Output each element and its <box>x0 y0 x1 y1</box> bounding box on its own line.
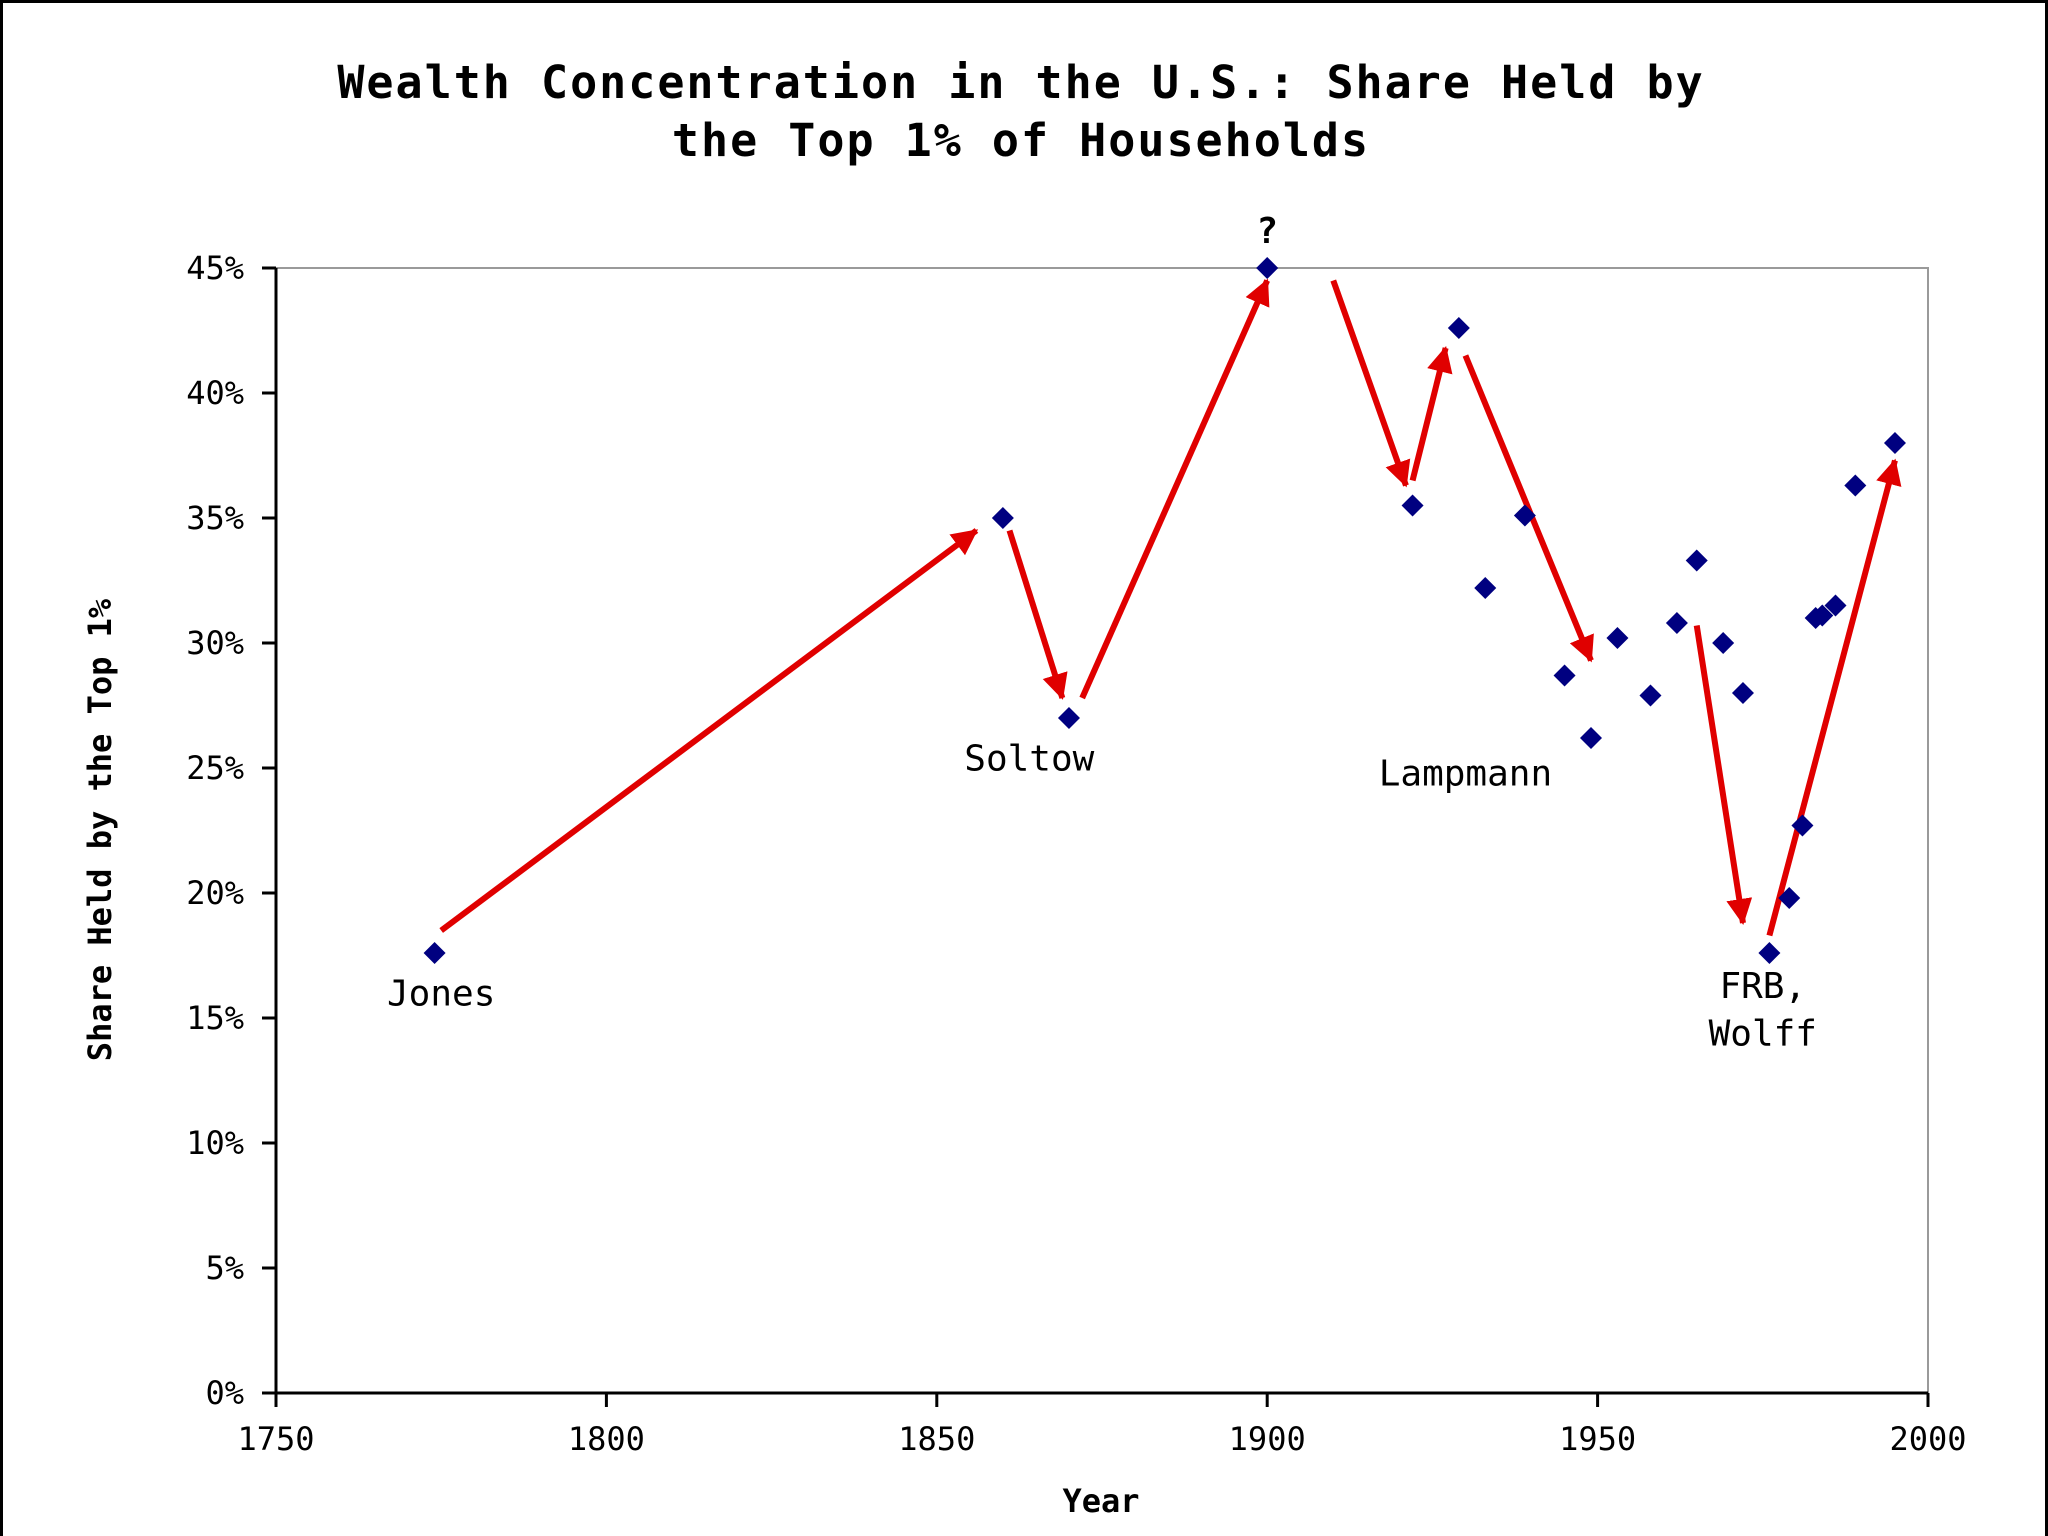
data-point <box>1057 707 1080 729</box>
annotations: Jones Soltow? Lampmann FRB, Wolff <box>387 211 1817 1055</box>
y-axis-ticks: 0% 5% 10% 15% 20% 25% 30% 35% 40% 45% <box>186 249 276 1412</box>
trend-arrow <box>1766 458 1902 937</box>
x-tick-label: 1800 <box>568 1420 645 1458</box>
x-tick-label: 1850 <box>898 1420 975 1458</box>
chart-title-line-2: the Top 1% of Households <box>672 114 1370 167</box>
data-points <box>423 257 1906 964</box>
data-point <box>1665 612 1688 634</box>
trend-arrow <box>1409 346 1453 482</box>
trend-arrow <box>1693 625 1753 925</box>
annotation-question-mark: ? <box>1256 211 1278 252</box>
x-axis-title: Year <box>1062 1482 1139 1520</box>
trend-arrow <box>1079 278 1270 700</box>
x-tick-label: 1750 <box>237 1420 314 1458</box>
data-point <box>1474 577 1497 599</box>
data-point <box>1553 664 1576 687</box>
data-point <box>1606 627 1629 649</box>
trend-arrow <box>1006 529 1068 700</box>
annotation-label: FRB, <box>1719 966 1806 1007</box>
y-tick-label: 35% <box>186 499 244 537</box>
chart-title-line-1: Wealth Concentration in the U.S.: Share … <box>337 56 1704 109</box>
x-axis-ticks: 1750 1800 1850 1900 1950 2000 <box>237 1393 1967 1458</box>
annotation-label: Wolff <box>1709 1014 1817 1055</box>
data-point <box>1844 474 1867 497</box>
plot-area <box>275 267 1929 1394</box>
y-tick-label: 20% <box>186 874 244 912</box>
annotation-label: Jones <box>387 974 495 1015</box>
y-tick-label: 15% <box>186 999 244 1037</box>
data-point <box>1712 632 1735 654</box>
y-tick-label: 45% <box>186 249 244 287</box>
annotation-label: Lampmann <box>1379 754 1552 795</box>
data-point <box>1811 604 1834 627</box>
data-point <box>1401 494 1424 517</box>
x-tick-label: 2000 <box>1889 1420 1966 1458</box>
data-point <box>1447 317 1470 339</box>
y-tick-label: 40% <box>186 374 244 412</box>
data-point <box>1883 432 1906 454</box>
y-tick-label: 30% <box>186 624 244 662</box>
data-point <box>1685 549 1708 572</box>
data-point <box>1758 942 1781 964</box>
data-point <box>1731 682 1754 704</box>
trend-arrow <box>1330 279 1411 488</box>
data-point <box>1579 727 1602 749</box>
x-tick-label: 1900 <box>1229 1420 1306 1458</box>
annotation-label: Soltow <box>964 739 1094 780</box>
data-point <box>1513 504 1536 527</box>
data-point <box>1639 684 1662 707</box>
trend-arrows <box>439 278 1902 937</box>
data-point <box>1256 257 1279 279</box>
data-point <box>423 942 446 964</box>
data-point <box>991 507 1014 529</box>
data-point <box>1791 814 1814 837</box>
y-tick-label: 25% <box>186 749 244 787</box>
data-point <box>1824 594 1847 617</box>
y-tick-label: 10% <box>186 1124 244 1162</box>
trend-arrow <box>439 528 979 933</box>
y-tick-label: 5% <box>205 1249 244 1287</box>
x-tick-label: 1950 <box>1559 1420 1636 1458</box>
y-tick-label: 0% <box>205 1374 244 1412</box>
data-point <box>1778 887 1801 909</box>
y-axis-title: Share Held by the Top 1% <box>81 598 119 1061</box>
